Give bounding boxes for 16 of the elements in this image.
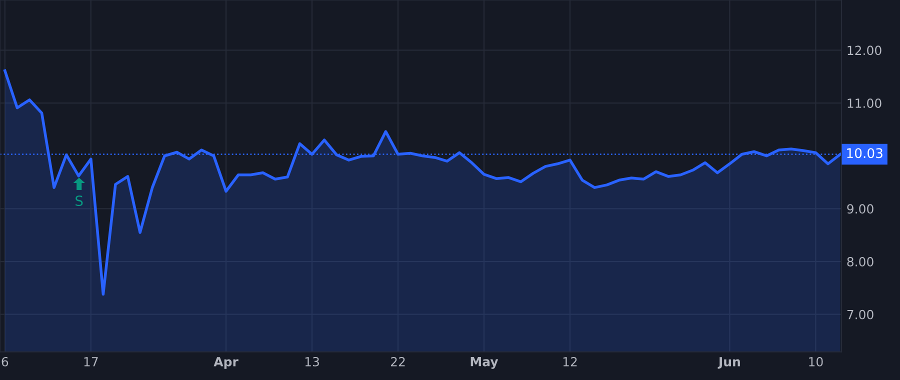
x-tick-label: 12 <box>563 356 577 366</box>
y-tick-label: 11.00 <box>848 98 882 108</box>
x-tick-label: 22 <box>390 356 405 366</box>
y-tick-label: 9.00 <box>847 204 874 214</box>
x-tick-label: 10 <box>809 356 823 366</box>
x-tick-label: Apr <box>214 357 238 369</box>
y-tick-label: 12.00 <box>848 46 882 56</box>
y-tick-label: 8.00 <box>847 257 874 266</box>
x-tick-label: 6 <box>2 356 8 366</box>
x-tick-label: May <box>470 357 498 369</box>
annotation: S <box>76 196 83 206</box>
x-tick-label: Jun <box>718 357 740 369</box>
ref-line-label: 10.03 <box>847 148 882 158</box>
y-tick-label: 7.00 <box>847 310 874 320</box>
x-tick-label: 13 <box>305 356 319 366</box>
x-tick-label: 17 <box>84 357 98 366</box>
